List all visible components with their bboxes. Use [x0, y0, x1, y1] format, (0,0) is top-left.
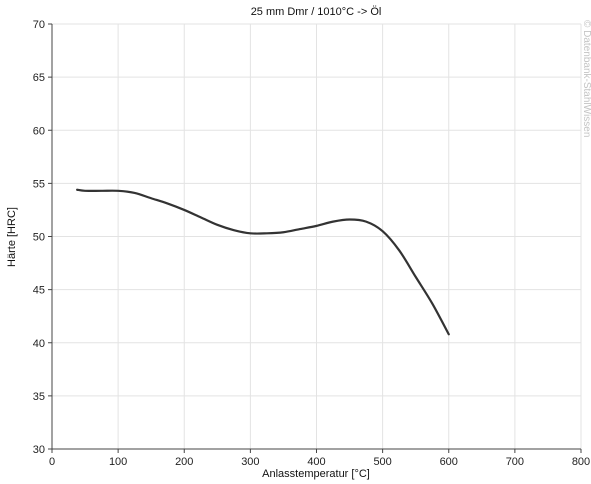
- x-tick-label: 200: [175, 456, 193, 468]
- x-tick-label: 500: [373, 456, 391, 468]
- y-tick-label: 45: [33, 285, 45, 297]
- x-tick-label: 800: [572, 456, 590, 468]
- y-axis-title: Härte [HRC]: [6, 207, 18, 267]
- grid: [51, 23, 582, 450]
- y-tick-label: 55: [33, 178, 45, 190]
- x-tick-label: 0: [49, 456, 55, 468]
- hardness-series-line: [76, 188, 450, 336]
- x-tick-label: 300: [241, 456, 259, 468]
- tick-labels: 0 100 200 300 400 500 600 700 800 30 35 40 45 50 55 60 6…: [33, 19, 590, 468]
- x-tick-label: 100: [109, 456, 127, 468]
- series-layer: [76, 188, 450, 336]
- x-tick-label: 400: [307, 456, 325, 468]
- y-tick-label: 30: [33, 444, 45, 456]
- axes: [48, 23, 582, 453]
- y-tick-label: 60: [33, 125, 45, 137]
- y-tick-label: 65: [33, 72, 45, 84]
- x-tick-label: 700: [506, 456, 524, 468]
- chart-title: 25 mm Dmr / 1010°C -> Öl: [251, 6, 382, 18]
- y-tick-label: 70: [33, 19, 45, 31]
- x-axis-title: Anlasstemperatur [°C]: [262, 468, 370, 480]
- y-tick-label: 50: [33, 232, 45, 244]
- watermark: © Datenbank-StahlWissen: [581, 20, 591, 137]
- x-tick-label: 600: [440, 456, 458, 468]
- y-tick-label: 35: [33, 391, 45, 403]
- y-tick-label: 40: [33, 338, 45, 350]
